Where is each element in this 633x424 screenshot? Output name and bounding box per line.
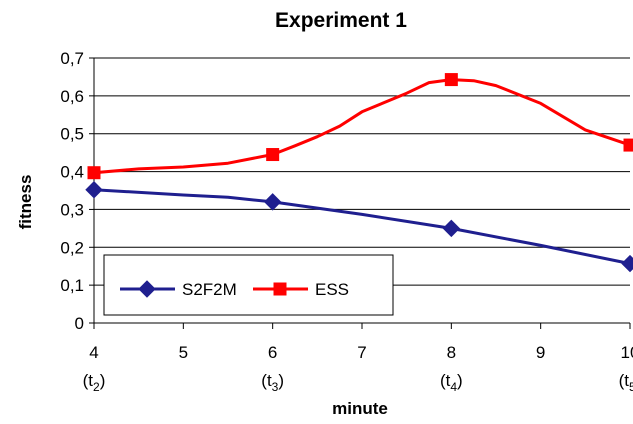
x-tick-label: 7 [357, 343, 366, 362]
legend-label: ESS [315, 280, 349, 299]
data-point [263, 193, 282, 211]
x-axis-label: minute [332, 399, 388, 418]
grid [94, 57, 630, 286]
x-tick-label: 6 [268, 343, 277, 362]
series-s2f2m [85, 181, 633, 273]
data-point [85, 181, 103, 199]
x-tick-labels: 4 (t2) 5 6 (t3) 7 8 (t4) 9 10 (t5) [83, 343, 633, 394]
y-tick-label: 0 [75, 314, 84, 333]
x-tick-sublabel: (t2) [83, 371, 106, 394]
y-tick-label: 0,1 [60, 276, 84, 295]
chart-title: Experiment 1 [275, 9, 407, 32]
data-point [621, 254, 633, 273]
series-line [93, 78, 631, 175]
data-point [444, 73, 458, 87]
x-tick-sublabel: (t3) [261, 371, 284, 394]
legend-marker [138, 280, 156, 298]
x-tick-sublabel: (t5) [619, 371, 633, 394]
data-point [623, 138, 633, 152]
series [85, 73, 633, 273]
y-tick-label: 0,4 [60, 163, 84, 182]
x-tick-label: 10 [621, 343, 633, 362]
data-point [87, 166, 101, 180]
y-tick-label: 0,5 [60, 125, 84, 144]
y-tick-label: 0,6 [60, 87, 84, 106]
data-point [266, 148, 280, 162]
y-tick-labels: 0 0,1 0,2 0,3 0,4 0,5 0,6 0,7 [60, 49, 84, 333]
y-tick-label: 0,3 [60, 200, 84, 219]
legend-box [103, 254, 394, 316]
y-tick-label: 0,7 [60, 49, 84, 68]
legend-label: S2F2M [182, 280, 237, 299]
x-tick-label: 9 [536, 343, 545, 362]
legend-marker [273, 282, 287, 296]
x-tick-label: 5 [179, 343, 188, 362]
data-point [442, 219, 461, 238]
series-ess [87, 73, 633, 180]
legend: S2F2M ESS [103, 254, 394, 316]
x-tick-label: 4 [89, 343, 98, 362]
y-axis-label: fitness [16, 175, 35, 230]
series-line [93, 188, 631, 266]
x-tick-sublabel: (t4) [440, 371, 463, 394]
x-tick-label: 8 [447, 343, 456, 362]
y-tick-label: 0,2 [60, 238, 84, 257]
